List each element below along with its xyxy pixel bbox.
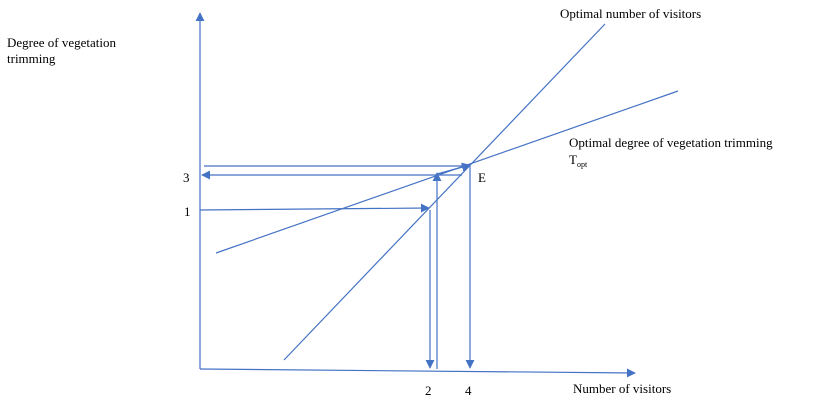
optimal-trimming-line [215, 90, 679, 254]
trimming-symbol-main: T [569, 152, 577, 167]
trimming-symbol-subscript: opt [576, 160, 588, 169]
y-tick-1: 1 [184, 204, 191, 219]
x-axis [199, 368, 636, 378]
arrow-from-y-level-1 [199, 203, 430, 213]
optimal-visitors-label: Optimal number of visitors [560, 6, 702, 21]
x-axis-label: Number of visitors [573, 381, 672, 396]
equilibrium-label: E [478, 170, 486, 185]
trimming-symbol: Topt [569, 152, 587, 173]
optimal-trimming-label: Optimal degree of vegetation trimming [569, 135, 773, 150]
y-axis-label: Degree of vegetation trimming [7, 35, 117, 66]
arrow-to-equilibrium [436, 162, 471, 175]
x-tick-2: 2 [425, 383, 432, 398]
optimal-visitors-line [283, 23, 606, 361]
y-tick-3: 3 [183, 170, 190, 185]
x-tick-4: 4 [465, 383, 472, 398]
